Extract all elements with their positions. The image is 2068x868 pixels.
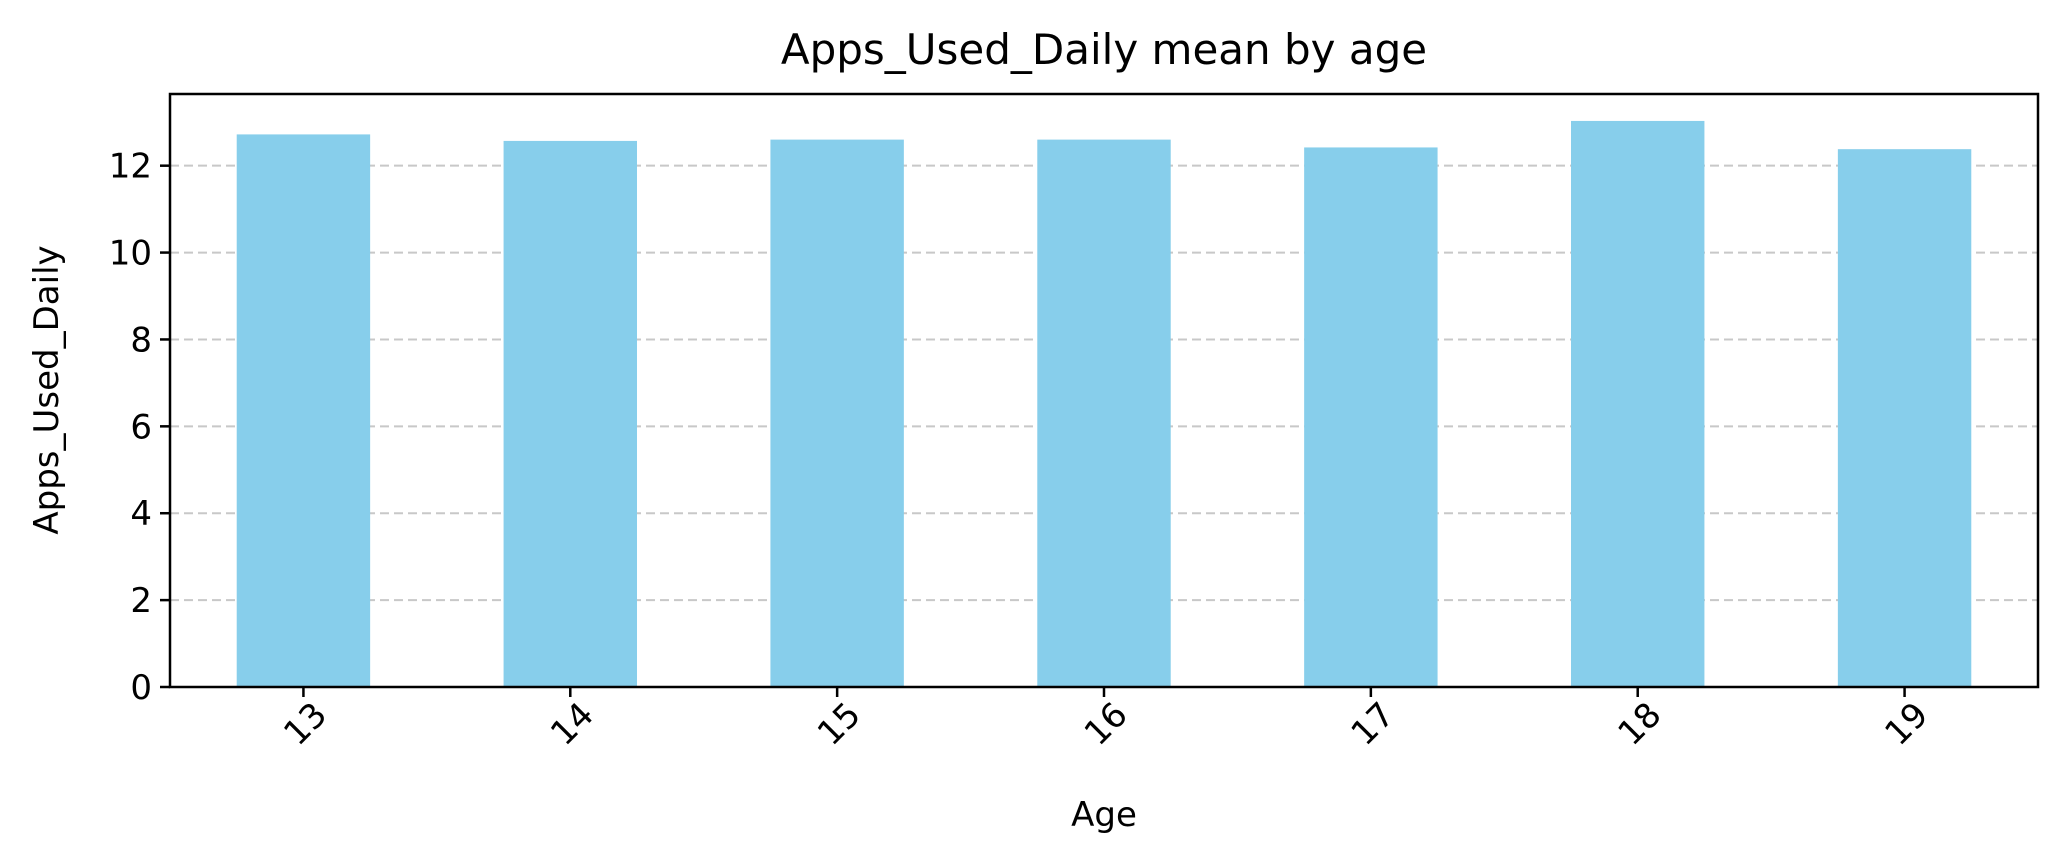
y-tick-label: 4 (130, 494, 152, 534)
bar-age-13 (236, 134, 371, 687)
bars (236, 120, 1972, 688)
gridlines (170, 164, 2038, 602)
y-tick-label: 2 (130, 581, 152, 621)
bar-age-18 (1571, 120, 1705, 687)
y-axis-label: Apps_Used_Daily (27, 245, 67, 534)
x-axis-label: Age (1071, 795, 1137, 835)
x-axis-ticks: 13 14 15 16 17 18 19 (276, 687, 1936, 754)
x-tick-label: 19 (1877, 695, 1936, 754)
x-tick-label: 13 (276, 695, 335, 754)
y-tick-label: 8 (130, 320, 152, 360)
x-tick-label: 17 (1344, 695, 1403, 754)
bar-age-19 (1837, 149, 1972, 687)
y-tick-label: 10 (109, 234, 152, 274)
y-tick-label: 12 (109, 147, 152, 187)
bar-age-14 (503, 140, 637, 687)
y-tick-label: 6 (130, 407, 152, 447)
chart-title: Apps_Used_Daily mean by age (781, 25, 1427, 74)
y-axis-ticks: 0 2 4 6 8 10 12 (109, 147, 170, 708)
x-tick-label: 15 (810, 695, 869, 754)
bar-age-15 (770, 139, 904, 688)
y-tick-label: 0 (130, 668, 152, 708)
bar-age-17 (1304, 147, 1438, 687)
x-tick-label: 14 (543, 695, 602, 754)
bar-age-16 (1037, 139, 1171, 688)
x-tick-label: 16 (1077, 695, 1136, 754)
x-tick-label: 18 (1610, 695, 1669, 754)
